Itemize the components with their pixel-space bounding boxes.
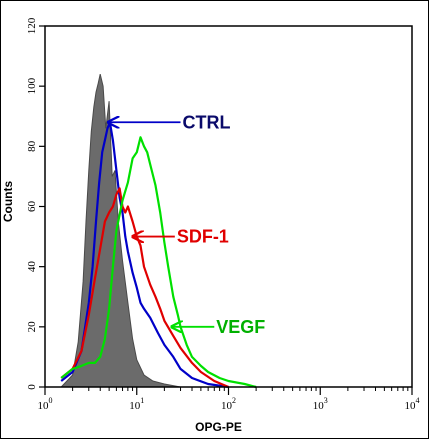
x-axis-title: OPG-PE <box>195 420 242 434</box>
series-line-ctrl <box>60 121 229 389</box>
y-axis-title: Counts <box>1 181 15 223</box>
y-tick-label: 120 <box>26 17 38 34</box>
y-tick-label: 80 <box>26 140 38 152</box>
annotation-label-vegf: VEGF <box>216 317 265 337</box>
series-line-vegf <box>60 136 257 389</box>
series-filled-histogram <box>60 73 209 388</box>
y-tick-label: 40 <box>26 261 38 273</box>
x-tick-label: 103 <box>313 396 328 412</box>
x-tick-label: 101 <box>129 396 144 412</box>
y-tick-label: 100 <box>26 77 38 94</box>
y-tick-label: 0 <box>26 384 38 390</box>
series-line-sdf-1 <box>60 187 229 389</box>
x-tick-label: 104 <box>405 396 420 412</box>
x-tick-label: 102 <box>221 396 236 412</box>
x-tick-label: 100 <box>38 396 53 412</box>
y-tick-label: 60 <box>26 201 38 213</box>
y-tick-label: 20 <box>26 321 38 333</box>
annotation-label-sdf-1: SDF-1 <box>177 227 229 247</box>
annotation-label-ctrl: CTRL <box>183 112 231 132</box>
